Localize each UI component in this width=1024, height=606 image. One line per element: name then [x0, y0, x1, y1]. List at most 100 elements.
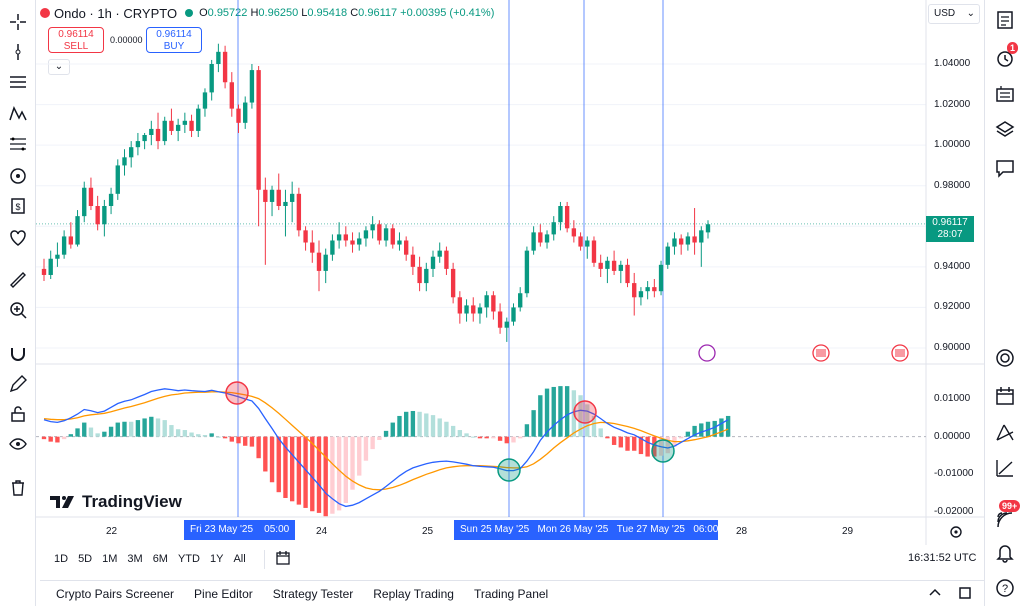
- macd-histogram-bar: [209, 433, 214, 437]
- horizontal-lines-icon[interactable]: [4, 68, 32, 96]
- pattern-icon[interactable]: [4, 100, 32, 128]
- time-highlight-date: Tue 27 May '25: [616, 524, 685, 535]
- tab-pine-editor[interactable]: Pine Editor: [194, 586, 253, 601]
- bell-icon[interactable]: [991, 538, 1019, 566]
- chat-icon[interactable]: [991, 154, 1019, 182]
- settings-icon[interactable]: [948, 524, 964, 540]
- maximize-icon[interactable]: [958, 586, 972, 603]
- fib-icon[interactable]: [4, 130, 32, 158]
- candle-body: [55, 254, 60, 259]
- candle-body: [263, 189, 268, 202]
- ohlc-open: 0.95722: [207, 7, 248, 19]
- candle-body: [632, 283, 637, 298]
- tradingview-logo[interactable]: TradingView: [50, 492, 182, 512]
- currency-select[interactable]: USD ⌄: [928, 4, 980, 24]
- range-ytd[interactable]: YTD: [177, 553, 200, 565]
- ohlc-high-label: H: [250, 7, 259, 19]
- price-axis-label: 0.92000: [934, 301, 971, 313]
- zoom-in-icon[interactable]: [4, 296, 32, 324]
- time-range-highlight: Sun 25 May '25 Mon 26 May '25 Tue 27 May…: [454, 520, 718, 540]
- ruler-icon[interactable]: [4, 266, 32, 294]
- range-6m[interactable]: 6M: [152, 553, 168, 565]
- candle-body: [410, 254, 416, 267]
- buy-button[interactable]: 0.96114 BUY: [146, 27, 202, 53]
- news-icon[interactable]: [991, 80, 1019, 108]
- tab-crypto-pairs-screener[interactable]: Crypto Pairs Screener: [56, 586, 175, 601]
- macd-histogram-bar: [55, 436, 60, 443]
- help-icon[interactable]: ?: [991, 574, 1019, 602]
- sell-button[interactable]: 0.96114 SELL: [48, 27, 104, 53]
- tab-strategy-tester[interactable]: Strategy Tester: [272, 586, 354, 601]
- macd-histogram-bar: [652, 436, 657, 457]
- tab-trading-panel[interactable]: Trading Panel: [473, 586, 549, 601]
- magnet-icon[interactable]: [4, 340, 32, 368]
- logo-text: TradingView: [82, 492, 182, 511]
- crosshair-icon[interactable]: [4, 8, 32, 36]
- candle-body: [692, 236, 697, 243]
- macd-histogram-bar: [82, 422, 87, 437]
- range-1m[interactable]: 1M: [102, 553, 118, 565]
- candle-body: [611, 260, 617, 271]
- range-5d[interactable]: 5D: [78, 553, 93, 565]
- trend-line-icon[interactable]: [4, 38, 32, 66]
- candle-body: [404, 240, 409, 255]
- calendar-icon[interactable]: [263, 549, 291, 569]
- trash-icon[interactable]: [4, 474, 32, 502]
- macd-histogram-bar: [249, 436, 255, 447]
- candle-body: [289, 193, 295, 202]
- eye-icon[interactable]: [4, 430, 32, 458]
- watchlist-icon[interactable]: [991, 6, 1019, 34]
- alert-clock-icon[interactable]: [991, 44, 1019, 72]
- macd-histogram-bar: [283, 436, 288, 498]
- candle-body: [122, 157, 127, 166]
- candle-body: [504, 321, 509, 328]
- pencil-lock-icon[interactable]: [4, 370, 32, 398]
- macd-histogram-bar: [383, 430, 389, 437]
- chevron-up-icon[interactable]: [928, 586, 942, 603]
- chevron-down-icon[interactable]: ⌄: [48, 59, 70, 75]
- live-stream-icon[interactable]: [991, 506, 1019, 534]
- tab-replay-trading[interactable]: Replay Trading: [373, 586, 454, 601]
- macd-histogram-bar: [296, 436, 302, 505]
- layers-icon[interactable]: [991, 116, 1019, 144]
- macd-histogram-bar: [377, 436, 382, 440]
- sell-label: SELL: [63, 41, 89, 52]
- lock-icon[interactable]: [4, 400, 32, 428]
- candle-body: [705, 224, 711, 233]
- candle-body: [169, 120, 174, 131]
- macd-histogram-bar: [229, 436, 234, 442]
- candle-body: [68, 236, 74, 245]
- time-label: 25: [422, 526, 434, 537]
- candle-body: [189, 120, 194, 131]
- svg-text:$: $: [15, 202, 20, 212]
- utc-clock[interactable]: 16:31:52 UTC: [908, 552, 977, 564]
- event-flag-icon: [816, 349, 826, 357]
- range-all[interactable]: All: [233, 553, 246, 565]
- price-chart[interactable]: [36, 0, 984, 545]
- candle-body: [135, 141, 141, 148]
- trend-angle-icon[interactable]: [991, 454, 1019, 482]
- candle-body: [390, 228, 395, 245]
- symbol-status-dot: [40, 8, 50, 18]
- candle-body: [457, 297, 463, 314]
- pitchfork-icon[interactable]: [991, 418, 1019, 446]
- time-label: 24: [316, 526, 328, 537]
- macd-histogram-bar: [678, 436, 684, 439]
- macd-histogram-bar: [699, 423, 704, 437]
- prediction-icon[interactable]: [4, 162, 32, 190]
- heart-icon[interactable]: [4, 224, 32, 252]
- macd-histogram-bar: [625, 436, 630, 451]
- candle-body: [370, 224, 375, 231]
- range-1y[interactable]: 1Y: [209, 553, 224, 565]
- macd-axis-label: -0.01000: [934, 468, 974, 480]
- symbol-title[interactable]: Ondo · 1h · CRYPTO: [54, 5, 178, 21]
- candle-body: [129, 147, 134, 158]
- calendar-icon[interactable]: [991, 382, 1019, 410]
- target-icon[interactable]: [991, 344, 1019, 372]
- range-3m[interactable]: 3M: [127, 553, 143, 565]
- candle-body: [578, 236, 583, 247]
- price-range-icon[interactable]: $: [4, 192, 32, 220]
- ohlc-open-label: O: [199, 7, 208, 19]
- range-1d[interactable]: 1D: [54, 553, 69, 565]
